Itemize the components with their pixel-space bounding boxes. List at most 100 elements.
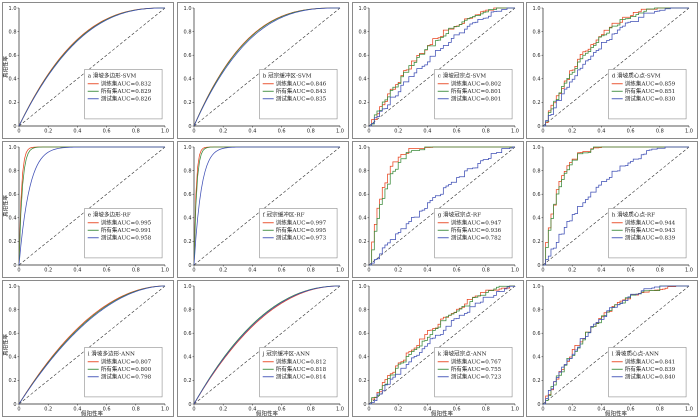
y-tick-label: 0 [537, 402, 540, 408]
roc-panel-5: 0 0 0.2 0.2 0.4 0.4 0.6 0.6 0.8 0.8 1.0 1.0 真阳性率 e 滑坡… [2, 141, 174, 278]
roc-curve-series-2 [369, 285, 515, 405]
legend-entry: 所有集AUC=0.943 [625, 226, 676, 234]
legend-entry: 测试集AUC=0.958 [101, 233, 152, 241]
roc-curve-series-2 [543, 7, 689, 127]
legend-entry: 训练集AUC=0.846 [276, 79, 327, 87]
y-tick-label: 0.4 [9, 216, 17, 222]
y-tick-label: 0.8 [184, 29, 192, 35]
y-tick-label: 0 [188, 124, 191, 130]
roc-curve-series-3 [18, 7, 165, 127]
roc-panel-11: 0 0 0.2 0.2 0.4 0.4 0.6 0.6 0.8 0.8 1.0 1.0 假阳性率 k 滑坡… [352, 280, 524, 417]
x-axis-label: 假阳性率 [81, 410, 104, 417]
y-tick-label: 0.6 [359, 331, 367, 337]
legend-entry: 所有集AUC=0.829 [101, 87, 152, 95]
panel-title: b 冠宗缓冲区-SVM [263, 71, 312, 79]
x-tick-label: 0.4 [597, 407, 605, 413]
x-tick-label: 0.6 [278, 407, 286, 413]
y-tick-label: 1.0 [184, 284, 192, 290]
y-axis-label: 真阳性率 [3, 195, 10, 218]
y-tick-label: 0.6 [184, 331, 192, 337]
y-tick-label: 0.4 [184, 77, 192, 83]
roc-curve-series-3 [18, 285, 166, 405]
roc-curve-series-3 [369, 7, 515, 127]
panel-title: g 滑坡冠宗点-RF [438, 210, 481, 218]
roc-curve-series-3 [369, 146, 515, 266]
y-tick-label: 0.4 [533, 77, 541, 83]
roc-curve-series-3 [543, 146, 689, 266]
legend-entry: 测试集AUC=0.814 [276, 372, 327, 380]
y-axis-label: 真阳性率 [3, 334, 10, 357]
reference-diagonal [18, 285, 166, 405]
x-tick-label: 0.8 [482, 268, 490, 274]
roc-panel-1: 0 0 0.2 0.2 0.4 0.4 0.6 0.6 0.8 0.8 1.0 1.0 真阳性率 a 滑坡… [2, 2, 174, 139]
legend-entry: 测试集AUC=0.973 [276, 233, 327, 241]
roc-panel-2: 0 0 0.2 0.2 0.4 0.4 0.6 0.6 0.8 0.8 1.0 1.0 b 冠宗缓冲区-… [177, 2, 349, 139]
y-tick-label: 1.0 [9, 145, 17, 151]
y-tick-label: 0.2 [533, 100, 541, 106]
y-tick-label: 0.6 [533, 331, 541, 337]
y-tick-label: 0.6 [184, 192, 192, 198]
y-tick-label: 0 [13, 124, 16, 130]
legend-box [259, 69, 338, 120]
x-tick-label: 0.6 [103, 129, 111, 135]
legend-entry: 训练集AUC=0.802 [451, 79, 502, 87]
legend-entry: 训练集AUC=0.997 [276, 218, 327, 226]
roc-chart-1: 00 0.2 0.2 0.4 0.4 0.6 0.6 0.8 0.8 1.0 1.0 真阳性率 a 滑坡… [3, 6, 169, 135]
y-tick-label: 1.0 [184, 6, 192, 12]
roc-chart-2: 00 0.2 0.2 0.4 0.4 0.6 0.6 0.8 0.8 1.0 1.0 b 冠宗缓冲区-… [184, 6, 344, 135]
legend-entry: 测试集AUC=0.798 [101, 372, 152, 380]
roc-chart-11: 00 0.2 0.2 0.4 0.4 0.6 0.6 0.8 0.8 1.0 1.0 假阳性率 k 滑坡… [359, 284, 519, 417]
legend-box [608, 347, 687, 398]
x-tick-label: 0.2 [394, 407, 402, 413]
y-tick-label: 0.2 [9, 239, 17, 245]
x-tick-label: 0.2 [394, 129, 402, 135]
roc-curve-series-3 [193, 146, 340, 266]
roc-curve-series-2 [369, 146, 515, 266]
y-tick-label: 0 [537, 263, 540, 269]
x-tick-label: 0.6 [627, 268, 635, 274]
y-tick-label: 0 [13, 402, 16, 408]
roc-panel-3: 0 0 0.2 0.2 0.4 0.4 0.6 0.6 0.8 0.8 1.0 1.0 c 滑坡冠宗点-… [352, 2, 524, 139]
x-tick-label: 1.0 [511, 268, 519, 274]
y-tick-label: 1.0 [533, 284, 541, 290]
roc-curve-series-3 [193, 7, 340, 127]
x-tick-label: 0.6 [627, 129, 635, 135]
legend-box [84, 347, 163, 398]
legend-entry: 训练集AUC=0.947 [451, 218, 502, 226]
legend-box [84, 208, 163, 259]
x-tick-label: 0.2 [219, 268, 227, 274]
x-tick-label: 0 [367, 268, 370, 274]
roc-curve-series-2 [369, 7, 515, 127]
x-tick-label: 0 [541, 129, 544, 135]
reference-diagonal [193, 7, 341, 127]
x-axis-label: 假阳性率 [431, 410, 454, 417]
reference-diagonal [193, 146, 341, 266]
x-tick-label: 0.8 [656, 268, 664, 274]
y-tick-label: 0.8 [359, 29, 367, 35]
y-axis-label: 真阳性率 [3, 56, 10, 79]
x-tick-label: 0.8 [482, 129, 490, 135]
x-tick-label: 0.8 [307, 407, 315, 413]
y-tick-label: 0 [363, 402, 366, 408]
y-tick-label: 0.2 [9, 378, 17, 384]
x-tick-label: 0.2 [44, 129, 52, 135]
legend-box [608, 208, 687, 259]
y-tick-label: 0.4 [184, 216, 192, 222]
legend-entry: 所有集AUC=0.755 [451, 365, 502, 373]
x-tick-label: 0.4 [423, 129, 431, 135]
x-tick-label: 1.0 [336, 407, 344, 413]
x-tick-label: 1.0 [161, 407, 169, 413]
legend-entry: 训练集AUC=0.807 [101, 357, 152, 365]
y-tick-label: 0.2 [359, 100, 367, 106]
x-tick-label: 1.0 [336, 129, 344, 135]
panel-title: c 滑坡冠宗点-SVM [438, 71, 487, 79]
panel-title: d 滑坡质心点-SVM [612, 71, 661, 79]
reference-diagonal [18, 7, 166, 127]
roc-chart-9: 00 0.2 0.2 0.4 0.4 0.6 0.6 0.8 0.8 1.0 1.0 假阳性率 真阳性率… [3, 284, 169, 417]
roc-chart-6: 00 0.2 0.2 0.4 0.4 0.6 0.6 0.8 0.8 1.0 1.0 f 冠宗缓冲区-… [184, 145, 344, 274]
x-tick-label: 1.0 [336, 268, 344, 274]
panel-title: j 冠宗缓冲区-ANN [262, 349, 310, 357]
legend-entry: 所有集AUC=0.936 [451, 226, 502, 234]
legend-box [434, 347, 513, 398]
x-tick-label: 0.6 [278, 268, 286, 274]
